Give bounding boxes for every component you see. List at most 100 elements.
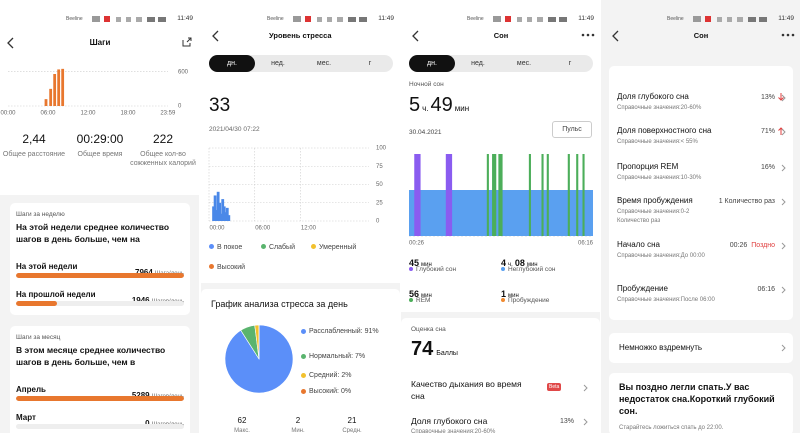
sleep-segment <box>528 154 531 236</box>
bar <box>212 206 215 221</box>
carrier: Beeline <box>467 16 484 22</box>
score: 74 Баллы <box>411 338 458 361</box>
minutes: 49 <box>430 94 453 116</box>
item-reference: Справочные значения:0-2 Количество раз <box>617 209 690 224</box>
tab: г <box>368 60 372 67</box>
bar <box>224 212 228 221</box>
back-icon[interactable] <box>411 30 421 42</box>
value: 7964 <box>135 268 153 277</box>
card: Шаги за месяц В этом месяце среднее колич… <box>10 326 190 433</box>
stage-value: 56 мин <box>409 284 434 302</box>
tabs: дн. нед. мес. г <box>209 55 393 72</box>
clock: 11:49 <box>177 15 193 22</box>
value: 06:16 <box>757 286 775 293</box>
item-value: 13% <box>559 418 574 425</box>
legend-item: Высокий <box>209 264 245 271</box>
nap-card[interactable]: Немножко вздремнуть <box>609 333 793 363</box>
stage-name: Глубокий сон <box>409 266 456 273</box>
legend-dot <box>301 389 306 394</box>
chevron <box>781 128 786 136</box>
unit: ч. <box>508 262 513 268</box>
bar <box>213 195 217 221</box>
bar <box>218 202 222 221</box>
sleep-segment <box>445 154 453 236</box>
value: 08 <box>514 258 525 268</box>
legend-dot <box>209 264 214 269</box>
y-tick-label: 75 <box>376 164 383 170</box>
y-tick-label: 100 <box>376 146 387 152</box>
back-icon[interactable] <box>6 37 16 49</box>
summary-label: Макс. <box>234 428 250 433</box>
slice-name: Нормальный: <box>309 353 354 360</box>
pie-title: График анализа стресса за день <box>211 299 348 309</box>
back-icon[interactable] <box>611 30 621 42</box>
card-heading: Шаги за неделю <box>16 211 65 218</box>
legend-label: Слабый <box>269 244 295 251</box>
sleep-details-screen: Beeline 11:49 Сон Доля глубокого сна Справоч… <box>601 0 800 433</box>
stress-screen: 0 25 50 75 100 00:00 06:00 12:00 Beeline 11:49 Ур… <box>201 0 400 433</box>
progress-track <box>16 301 184 306</box>
row-name: Апрель <box>16 385 46 394</box>
value: 1946 <box>132 296 150 305</box>
sleep-segment <box>486 154 489 236</box>
progress-bar <box>16 273 184 278</box>
item-reference: Справочные значения:10-30% <box>617 175 702 181</box>
stage-value: 4 ч. 08 мин <box>501 253 538 271</box>
progress-track <box>16 424 184 429</box>
more-icon[interactable] <box>581 33 595 37</box>
item-reference: Справочные значения:До 00:00 <box>617 253 705 259</box>
status-icons <box>293 16 367 22</box>
sleep-segment <box>576 154 579 236</box>
progress-bar <box>16 301 58 306</box>
more-icon[interactable] <box>781 33 795 37</box>
steps-screen: 0 600 00:00 06:00 12:00 18:00 23:59 Beeline 11:… <box>0 0 199 433</box>
pulse-button[interactable]: Пульс <box>552 121 592 138</box>
sleep-chart: 00:26 06:16 <box>409 154 594 247</box>
value: 00:26 <box>729 242 748 249</box>
top-bg <box>201 0 400 283</box>
value: 45 <box>409 258 420 268</box>
item-value: 71% <box>761 127 784 136</box>
unit: мин <box>454 104 470 113</box>
pie-chart <box>224 324 294 394</box>
bar <box>61 68 65 106</box>
item-value: 06:16 <box>757 285 775 294</box>
chevron <box>781 344 786 352</box>
card-text: На этой недели среднее количество шагов … <box>16 222 170 244</box>
advice-text: Вы поздно легли спать.У вас недостаток с… <box>619 382 775 416</box>
pie-legend: Высокий: 0% <box>301 387 381 396</box>
score-value: 74 <box>411 338 434 360</box>
slice-label: 2% <box>341 372 352 379</box>
value: 1 <box>501 289 507 299</box>
clock: 11:49 <box>778 15 794 22</box>
legend-label: В покое <box>217 244 243 251</box>
item-value: 1 Количество раз <box>719 197 775 206</box>
summary-label: Средн. <box>342 428 362 433</box>
sleep-segment <box>498 154 503 236</box>
list-card: Доля глубокого сна Справочные значения:20… <box>609 66 793 320</box>
slice-name: Расслабленный: <box>309 328 363 335</box>
sleep-segment <box>582 154 585 236</box>
item-value: 00:26 Поздно <box>730 241 775 250</box>
slice-label: 7% <box>354 353 366 360</box>
stage-value: 1 мин <box>501 284 521 302</box>
y-tick-label: 0 <box>178 104 182 110</box>
card-heading: Шаги за месяц <box>16 334 61 341</box>
share-icon[interactable] <box>182 37 192 47</box>
stage-name: Пробуждение <box>501 297 549 304</box>
bar <box>219 213 223 221</box>
pie-legend: Средний: 2% <box>301 371 381 380</box>
x-tick-label: 06:00 <box>255 226 271 232</box>
trend-arrow <box>778 93 784 101</box>
bar <box>57 69 61 106</box>
row-name: На этой недели <box>16 262 78 271</box>
duration: 5 ч. 49 мин <box>409 94 469 117</box>
value: 1 Количество раз <box>718 198 775 205</box>
badge: Beta <box>547 383 562 391</box>
bar <box>44 99 48 106</box>
back-icon[interactable] <box>211 30 221 42</box>
item-reference: Справочные значения:20-60% <box>411 429 496 433</box>
stage-name: REM <box>409 297 430 304</box>
slice-label: 91% <box>364 328 379 335</box>
legend-dot <box>209 244 214 249</box>
